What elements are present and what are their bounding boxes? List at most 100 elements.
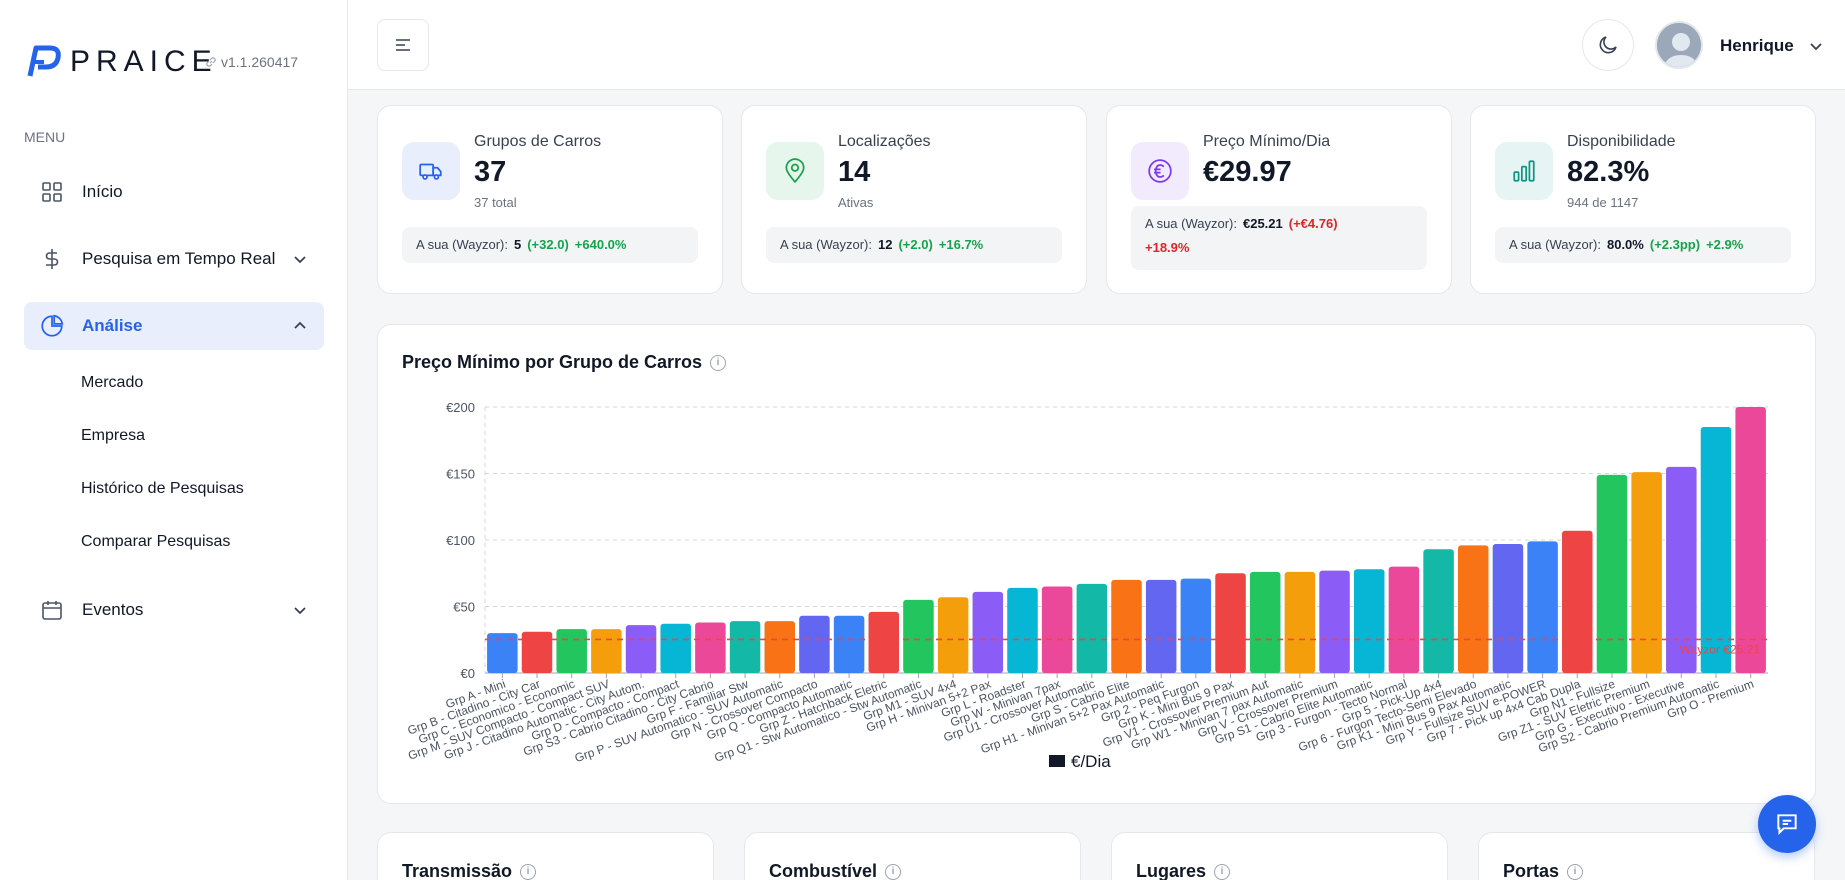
truck-icon [402,142,460,200]
menu-toggle-button[interactable] [377,19,429,71]
bar[interactable] [487,633,518,673]
sidebar-item-label: Pesquisa em Tempo Real [82,249,276,268]
bar[interactable] [1562,530,1593,673]
bar[interactable] [591,629,622,673]
bar[interactable] [1319,570,1350,673]
sidebar-subitem-empresa[interactable]: Empresa [81,427,146,444]
top-header: Henrique [348,0,1845,90]
y-tick-label: €150 [446,467,475,482]
bar[interactable] [1700,426,1732,673]
user-avatar-icon [1657,23,1701,67]
y-tick-label: €50 [453,600,475,615]
bar[interactable] [868,611,900,673]
comparison-value: 80.0% [1606,237,1644,252]
sidebar-item-eventos[interactable]: Eventos [24,586,324,634]
bar[interactable] [625,625,657,673]
card-title: Portas i [1503,861,1584,880]
version-text: v1.1.260417 [221,54,299,70]
comparison-value: 5 [513,237,522,252]
bar[interactable] [660,623,691,673]
comparison-value: 12 [877,237,893,252]
delta-absolute: (+2.3pp) [1649,237,1701,252]
bar[interactable] [1596,474,1628,673]
bar[interactable] [1353,569,1385,673]
bar[interactable] [1145,579,1177,673]
delta-absolute: (+€4.76) [1288,216,1338,231]
bar[interactable] [695,622,726,673]
sidebar-subitem-comparar[interactable]: Comparar Pesquisas [81,533,231,550]
bar[interactable] [1041,586,1073,673]
reference-line-label: Wayzor €25.21 [1680,642,1761,656]
delta-absolute: (+2.0) [898,237,933,252]
stat-card-localizacoes: Localizações 14 Ativas A sua (Wayzor): 12… [741,105,1087,294]
sidebar-item-label: Análise [82,316,143,335]
legend-label: €/Dia [1071,752,1111,771]
euro-icon [1131,142,1189,200]
bar[interactable] [1284,571,1316,673]
bar[interactable] [833,615,865,673]
bar[interactable] [1215,573,1246,673]
bar[interactable] [1423,549,1454,673]
stat-title: Grupos de Carros [474,133,602,150]
comparison-label: A sua (Wayzor): [416,237,508,252]
chevron-up-icon [294,321,306,329]
stat-subtitle: 944 de 1147 [1567,195,1639,210]
chevron-down-icon[interactable] [1808,38,1824,54]
info-icon[interactable]: i [1567,863,1584,880]
theme-toggle-button[interactable] [1582,19,1634,71]
delta-percent: +2.9% [1706,237,1744,252]
chevron-down-icon [294,607,306,615]
bar[interactable] [764,621,796,673]
bar[interactable] [521,631,553,673]
bar[interactable] [1388,566,1420,673]
sidebar-subitem-mercado[interactable]: Mercado [81,374,144,391]
grid-icon [38,178,66,206]
stat-card-disponibilidade: Disponibilidade 82.3% 944 de 1147 A sua … [1470,105,1816,294]
sidebar-item-label: Início [82,182,123,201]
sidebar-item-inicio[interactable]: Início [24,168,324,216]
bar[interactable] [1076,583,1108,673]
bar[interactable] [1249,571,1281,673]
bar[interactable] [972,591,1004,673]
bar[interactable] [1527,541,1558,673]
card-title: Transmissão i [402,861,537,880]
stat-value: 82.3% [1567,156,1650,188]
bar[interactable] [1492,543,1524,673]
bar[interactable] [556,629,587,673]
bar[interactable] [1111,579,1142,673]
sidebar: PRAICE v1.1.260417 MENU Início Pesquisa … [0,0,348,880]
comparison-label: A sua (Wayzor): [780,237,872,252]
card-portas: Portas i [1478,832,1815,880]
sidebar-item-analise[interactable]: Análise [24,302,324,350]
avatar[interactable] [1655,21,1703,69]
info-icon[interactable]: i [520,863,537,880]
bar[interactable] [729,621,761,673]
bar[interactable] [1666,466,1697,673]
bar[interactable] [1457,545,1489,673]
moon-icon [1599,36,1617,54]
info-icon[interactable]: i [1214,863,1231,880]
app-logo[interactable]: PRAICE [24,42,218,82]
bar[interactable] [903,599,934,673]
stat-comparison: A sua (Wayzor): €25.21 (+€4.76) +18.9% [1131,206,1427,270]
info-icon[interactable]: i [710,354,727,371]
stat-value: 37 [474,156,507,188]
bar[interactable] [799,615,830,673]
sidebar-subitem-historico[interactable]: Histórico de Pesquisas [81,480,244,497]
card-lugares: Lugares i [1111,832,1448,880]
bar[interactable] [1735,407,1766,673]
user-name[interactable]: Henrique [1720,36,1794,55]
bar[interactable] [937,597,969,673]
bar[interactable] [1007,587,1038,673]
stat-value: 14 [838,156,871,188]
sidebar-item-pesquisa-tempo-real[interactable]: Pesquisa em Tempo Real [24,235,324,283]
info-icon[interactable]: i [885,863,902,880]
chart-card: Preço Mínimo por Grupo de Carros i €0 €50… [377,324,1816,804]
logo-mark-icon [27,45,61,77]
link-icon [206,57,216,67]
bar[interactable] [1631,472,1662,673]
comparison-label: A sua (Wayzor): [1145,216,1237,231]
bar[interactable] [1180,578,1212,673]
pie-chart-icon [38,312,66,340]
chat-button[interactable] [1758,795,1816,853]
